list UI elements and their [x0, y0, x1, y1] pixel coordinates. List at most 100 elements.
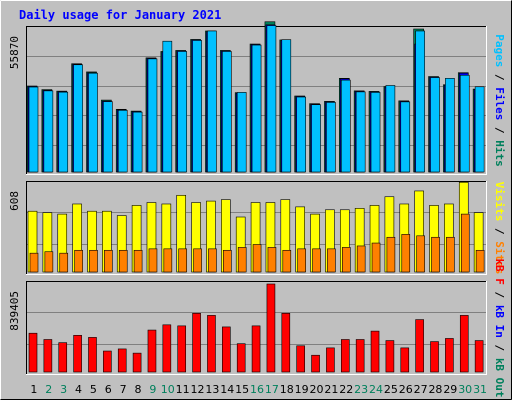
bar-sites — [118, 249, 128, 273]
bar-sites — [297, 248, 306, 273]
bar-sites — [104, 249, 113, 273]
day-label: 7 — [120, 383, 127, 396]
bar-pages — [355, 91, 366, 173]
bar-sites — [356, 245, 366, 273]
side-label-pages-files-hits-part: / — [493, 67, 506, 87]
bar-sites — [475, 249, 485, 273]
bar-pages — [474, 86, 485, 173]
bar-sites — [386, 236, 396, 273]
bar-pages — [177, 51, 188, 173]
ymax-label-visits-sites: 608 — [8, 191, 21, 211]
bar-kbf — [355, 339, 365, 373]
bar-kbf — [236, 343, 246, 373]
bar-sites — [223, 249, 232, 273]
bar-kbf — [311, 354, 320, 373]
bar-pages — [281, 39, 292, 173]
day-label: 14 — [220, 383, 234, 396]
side-label-pages-files-hits: Pages / Files / Hits — [493, 34, 506, 167]
side-label-kb-part: kB Out — [493, 358, 506, 398]
day-label: 17 — [265, 383, 279, 396]
day-label: 13 — [205, 383, 219, 396]
ymax-label-kb: 839405 — [8, 291, 21, 331]
bar-pages — [236, 92, 247, 173]
day-label: 19 — [295, 383, 309, 396]
bar-sites — [193, 248, 202, 273]
bar-sites — [341, 247, 351, 273]
bar-kbf — [207, 315, 216, 373]
bar-pages — [28, 86, 39, 173]
bar-sites — [446, 236, 455, 273]
day-label: 11 — [176, 383, 190, 396]
side-label-pages-files-hits-part: Pages — [493, 34, 506, 67]
day-label: 30 — [458, 383, 472, 396]
day-label: 31 — [473, 383, 487, 396]
bar-kbf — [222, 326, 231, 373]
bar-kbf — [132, 352, 142, 373]
side-label-pages-files-hits-part: Hits — [493, 140, 506, 167]
bar-pages — [415, 30, 425, 173]
day-label: 22 — [339, 383, 353, 396]
bar-pages — [459, 74, 470, 173]
day-label: 12 — [191, 383, 205, 396]
day-label: 10 — [161, 383, 175, 396]
bar-pages — [207, 30, 217, 173]
bar-pages — [132, 111, 143, 173]
side-label-visits-sites-part: Sites — [493, 241, 506, 274]
bar-kbf — [73, 335, 82, 373]
bar-kbf — [415, 319, 424, 373]
bar-sites — [29, 252, 39, 273]
day-label: 16 — [250, 383, 264, 396]
bar-sites — [178, 248, 188, 273]
bar-pages — [117, 110, 128, 173]
bar-kbf — [296, 345, 305, 373]
side-label-kb-part: / — [493, 338, 506, 358]
bar-sites — [252, 244, 262, 273]
bar-kbf — [326, 347, 335, 373]
day-label: 5 — [90, 383, 97, 396]
bar-pages — [445, 78, 455, 173]
bar-kbf — [58, 342, 68, 373]
day-label: 6 — [105, 383, 112, 396]
bar-kbf — [43, 339, 53, 373]
day-label: 9 — [149, 383, 156, 396]
bar-sites — [416, 235, 425, 273]
ymax-label-pages-files-hits: 55870 — [8, 36, 21, 69]
side-label-pages-files-hits-part: / — [493, 120, 506, 140]
day-label: 18 — [280, 383, 294, 396]
bar-sites — [163, 248, 173, 273]
bar-kbf — [340, 339, 350, 373]
bar-kbf — [162, 324, 172, 373]
bar-pages — [340, 79, 351, 173]
bar-pages — [88, 72, 98, 173]
bar-kbf — [445, 338, 454, 373]
bar-kbf — [400, 347, 410, 373]
bar-pages — [326, 102, 336, 173]
bar-pages — [43, 90, 54, 173]
day-label: 2 — [45, 383, 52, 396]
bar-sites — [431, 236, 440, 273]
day-label: 28 — [428, 383, 442, 396]
bar-kbf — [28, 332, 38, 373]
chart-title: Daily usage for January 2021 — [19, 8, 221, 22]
bar-pages — [400, 101, 411, 173]
bar-pages — [103, 101, 113, 173]
bar-pages — [430, 77, 440, 173]
bar-sites — [282, 249, 292, 273]
bar-sites — [74, 249, 83, 273]
day-label: 1 — [30, 383, 37, 396]
bar-pages — [251, 44, 262, 173]
bar-kbf — [281, 312, 291, 373]
day-label: 21 — [324, 383, 338, 396]
day-label: 25 — [384, 383, 398, 396]
bar-kbf — [474, 340, 484, 373]
day-label: 8 — [135, 383, 142, 396]
side-label-visits-sites-part: Visits — [493, 182, 506, 222]
day-label: 29 — [443, 383, 457, 396]
bar-pages — [370, 92, 381, 173]
bar-sites — [44, 251, 54, 273]
bar-kbf — [370, 330, 380, 373]
bar-kbf — [459, 315, 469, 373]
bar-sites — [327, 248, 336, 273]
bar-pages — [222, 51, 232, 173]
